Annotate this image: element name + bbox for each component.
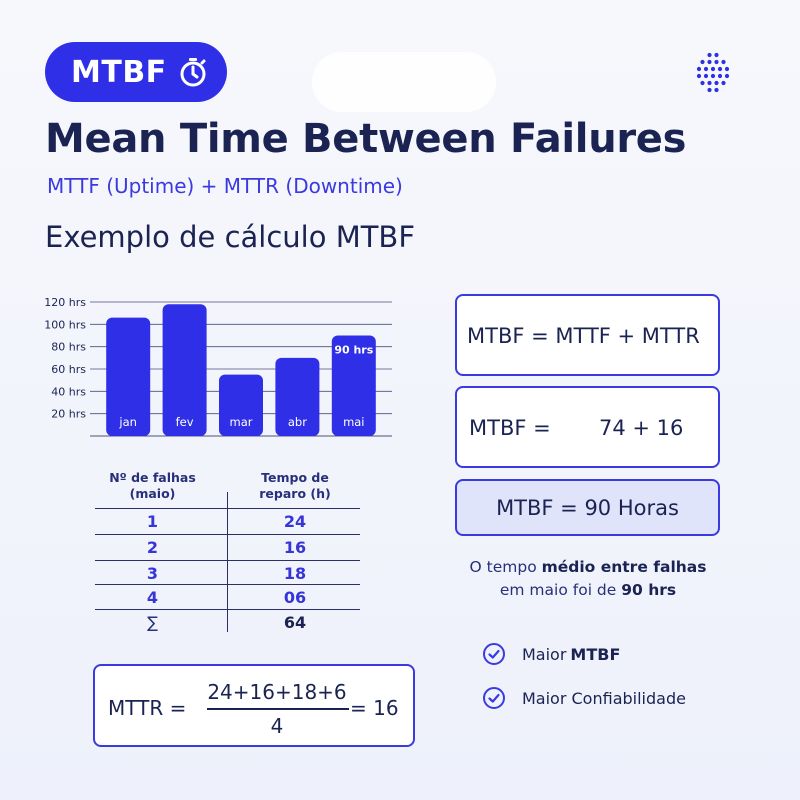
summary-text: O tempo médio entre falhas em maio foi d… (450, 556, 726, 602)
logo-dot (707, 59, 712, 65)
logo-dot (721, 59, 726, 65)
dotted-sphere-logo-icon (696, 52, 730, 93)
bar-data-label: 90 hrs (334, 344, 373, 357)
y-tick-label: 20 hrs (51, 408, 86, 421)
mtbf-formula: MTBF = MTTF + MTTR (467, 324, 700, 348)
header-falhas-line2: (maio) (129, 486, 176, 501)
bar-category-label: jan (118, 415, 137, 429)
logo-dot (707, 52, 712, 58)
logo-dot (710, 66, 716, 72)
logo-dot (721, 80, 726, 86)
logo-dot (696, 66, 702, 72)
mtbf-badge: MTBF (45, 42, 227, 102)
logo-dot (696, 73, 702, 79)
logo-dot (700, 80, 705, 86)
y-tick-label: 80 hrs (51, 341, 86, 354)
summary-bold2: 90 hrs (621, 581, 677, 599)
mtbf-result: MTBF = 90 Horas (496, 496, 679, 520)
mttr-result: = 16 (350, 696, 399, 720)
y-tick-label: 120 hrs (44, 296, 86, 309)
bar-category-label: mai (343, 415, 364, 429)
cell-falha: 3 (146, 564, 159, 583)
fraction-bar (207, 708, 349, 710)
cell-tempo: 24 (283, 512, 307, 531)
blurred-placeholder (312, 52, 496, 112)
page-title: Mean Time Between Failures (45, 116, 687, 162)
check-label: Maior Confiabilidade (522, 688, 686, 708)
y-tick-label: 60 hrs (51, 363, 86, 376)
page-subtitle: MTTF (Uptime) + MTTR (Downtime) (47, 174, 403, 198)
mtbf-result-box: MTBF = 90 Horas (455, 479, 720, 536)
check-circle-icon (483, 687, 505, 709)
bar-jan (106, 317, 151, 436)
table-row: 4 06 (95, 584, 360, 610)
table-row: 1 24 (95, 508, 360, 534)
header-falhas: Nº de falhas (maio) (95, 470, 210, 502)
mttr-numerator: 24+16+18+6 (207, 680, 347, 704)
logo-dot (703, 66, 709, 72)
logo-dot (700, 59, 705, 65)
summary-part2: em maio foi de (499, 581, 622, 599)
cell-falha: 1 (146, 512, 159, 531)
logo-dot (714, 52, 719, 58)
check-circle-icon (483, 643, 505, 665)
header-tempo: Tempo de reparo (h) (235, 470, 355, 502)
bar-fev (162, 304, 207, 436)
logo-dot (710, 73, 716, 79)
cell-total: 64 (283, 613, 307, 632)
sum-symbol: ∑ (147, 613, 158, 632)
cell-tempo: 16 (283, 538, 307, 557)
monthly-bar-chart: 20 hrs 40 hrs 60 hrs 80 hrs 100 hrs 120 hrs ja… (44, 296, 392, 437)
check-item-maior-confiabilidade: Maior Confiabilidade (482, 686, 686, 710)
y-tick-label: 100 hrs (44, 318, 86, 331)
cell-falha: 4 (146, 588, 159, 607)
check-label: Maior (522, 644, 567, 664)
mtbf-substitution-box: MTBF = 74 + 16 (455, 386, 720, 468)
bar-mar (219, 374, 263, 436)
logo-dot (724, 73, 730, 79)
y-tick-label: 40 hrs (51, 385, 86, 398)
logo-dot (707, 87, 712, 93)
logo-dot (717, 66, 723, 72)
logo-dot (717, 73, 723, 79)
table-row: 3 18 (95, 560, 360, 586)
mttr-denominator: 4 (270, 714, 284, 738)
summary-bold1: médio entre falhas (541, 558, 707, 576)
cell-falha: 2 (146, 538, 159, 557)
logo-dot (714, 87, 719, 93)
summary-part1: O tempo (469, 558, 542, 576)
badge-label: MTBF (71, 54, 167, 90)
header-tempo-line2: reparo (h) (259, 486, 331, 501)
header-tempo-line1: Tempo de (261, 470, 329, 485)
check-label-bold: MTBF (570, 644, 621, 664)
mtbf-formula-box: MTBF = MTTF + MTTR (455, 294, 720, 376)
mtbf-substitution-right: 74 + 16 (599, 416, 684, 440)
mttr-formula-box: MTTR = 24+16+18+6 4 = 16 (93, 664, 415, 747)
cell-tempo: 18 (283, 564, 307, 583)
section-title: Exemplo de cálculo MTBF (45, 220, 416, 254)
logo-dot (703, 73, 709, 79)
bar-category-label: abr (288, 415, 307, 429)
logo-dot (714, 59, 719, 65)
cell-tempo: 06 (283, 588, 307, 607)
logo-dot (707, 80, 712, 86)
mttr-label: MTTR = (108, 696, 187, 720)
logo-dot (714, 80, 719, 86)
stopwatch-icon (180, 58, 206, 87)
bar-abr (275, 357, 320, 436)
mtbf-substitution-left: MTBF = (469, 416, 551, 440)
check-item-maior-mtbf: Maior MTBF (482, 642, 620, 666)
logo-dot (724, 66, 730, 72)
table-total-row: ∑ 64 (95, 609, 360, 635)
header-falhas-line1: Nº de falhas (109, 470, 196, 485)
bar-mai (331, 335, 376, 436)
bar-category-label: fev (176, 415, 194, 429)
table-divider (227, 492, 228, 632)
table-row: 2 16 (95, 534, 360, 560)
bar-category-label: mar (230, 415, 253, 429)
